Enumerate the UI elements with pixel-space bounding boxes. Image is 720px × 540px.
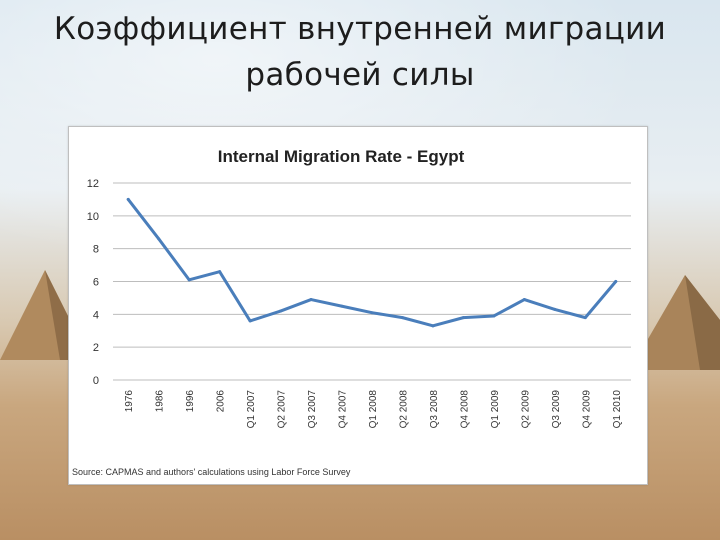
y-tick-label: 0 bbox=[93, 375, 99, 387]
data-point bbox=[461, 316, 465, 320]
y-tick-label: 8 bbox=[93, 244, 99, 256]
data-point bbox=[492, 314, 496, 318]
gridlines bbox=[113, 182, 631, 381]
data-point bbox=[187, 278, 191, 282]
x-tick-label: Q4 2008 bbox=[459, 390, 470, 429]
y-tick-labels: 0 2 4 6 8 10 12 bbox=[87, 178, 99, 387]
line-chart: Internal Migration Rate - Egypt 0 2 4 6 8 10 1… bbox=[87, 147, 631, 429]
x-tick-label: 1986 bbox=[155, 390, 166, 413]
series-line bbox=[126, 197, 618, 328]
chart-title: Internal Migration Rate - Egypt bbox=[218, 147, 465, 166]
chart-source-note: Source: CAPMAS and authors' calculations… bbox=[72, 467, 351, 477]
x-tick-label: Q2 2009 bbox=[520, 390, 531, 429]
data-point bbox=[431, 324, 435, 328]
x-tick-label: Q2 2008 bbox=[398, 390, 409, 429]
x-tick-label: Q2 2007 bbox=[277, 390, 288, 429]
x-tick-label: Q1 2009 bbox=[490, 390, 501, 429]
x-tick-label: 1976 bbox=[124, 390, 135, 413]
data-point bbox=[126, 197, 130, 201]
data-point bbox=[218, 270, 222, 274]
x-tick-label: 1996 bbox=[185, 390, 196, 413]
data-point bbox=[400, 316, 404, 320]
background-pyramid-right bbox=[630, 275, 720, 370]
x-tick-label: Q4 2009 bbox=[581, 390, 592, 429]
x-tick-label: Q3 2008 bbox=[429, 390, 440, 429]
slide-title-line1: Коэффициент внутренней миграции bbox=[53, 11, 667, 47]
data-point bbox=[370, 311, 374, 315]
y-tick-label: 12 bbox=[87, 178, 99, 190]
data-point bbox=[340, 304, 344, 308]
slide-title: Коэффициент внутренней миграции рабочей … bbox=[0, 6, 720, 98]
slide-title-line2: рабочей силы bbox=[245, 57, 475, 93]
data-point bbox=[522, 298, 526, 302]
y-tick-label: 2 bbox=[93, 342, 99, 354]
x-tick-label: Q1 2010 bbox=[612, 390, 623, 429]
x-tick-label: Q1 2008 bbox=[368, 390, 379, 429]
data-point bbox=[583, 316, 587, 320]
x-tick-label: Q1 2007 bbox=[246, 390, 257, 429]
data-point bbox=[309, 298, 313, 302]
data-point bbox=[157, 237, 161, 241]
y-tick-label: 10 bbox=[87, 211, 99, 223]
x-tick-label: Q3 2009 bbox=[551, 390, 562, 429]
data-point bbox=[279, 309, 283, 313]
series-layer bbox=[126, 197, 618, 328]
y-tick-label: 6 bbox=[93, 277, 99, 289]
chart-panel: Internal Migration Rate - Egypt 0 2 4 6 8 10 1… bbox=[68, 126, 648, 485]
data-point bbox=[248, 319, 252, 323]
y-tick-label: 4 bbox=[93, 309, 99, 321]
x-tick-label: Q4 2007 bbox=[338, 390, 349, 429]
data-point bbox=[553, 307, 557, 311]
x-tick-label: 2006 bbox=[216, 390, 227, 413]
data-point bbox=[614, 280, 618, 283]
x-tick-label: Q3 2007 bbox=[307, 390, 318, 429]
x-tick-labels: 1976 1986 1996 2006 Q1 2007 Q2 2007 Q3 2007 Q4 … bbox=[124, 390, 623, 429]
